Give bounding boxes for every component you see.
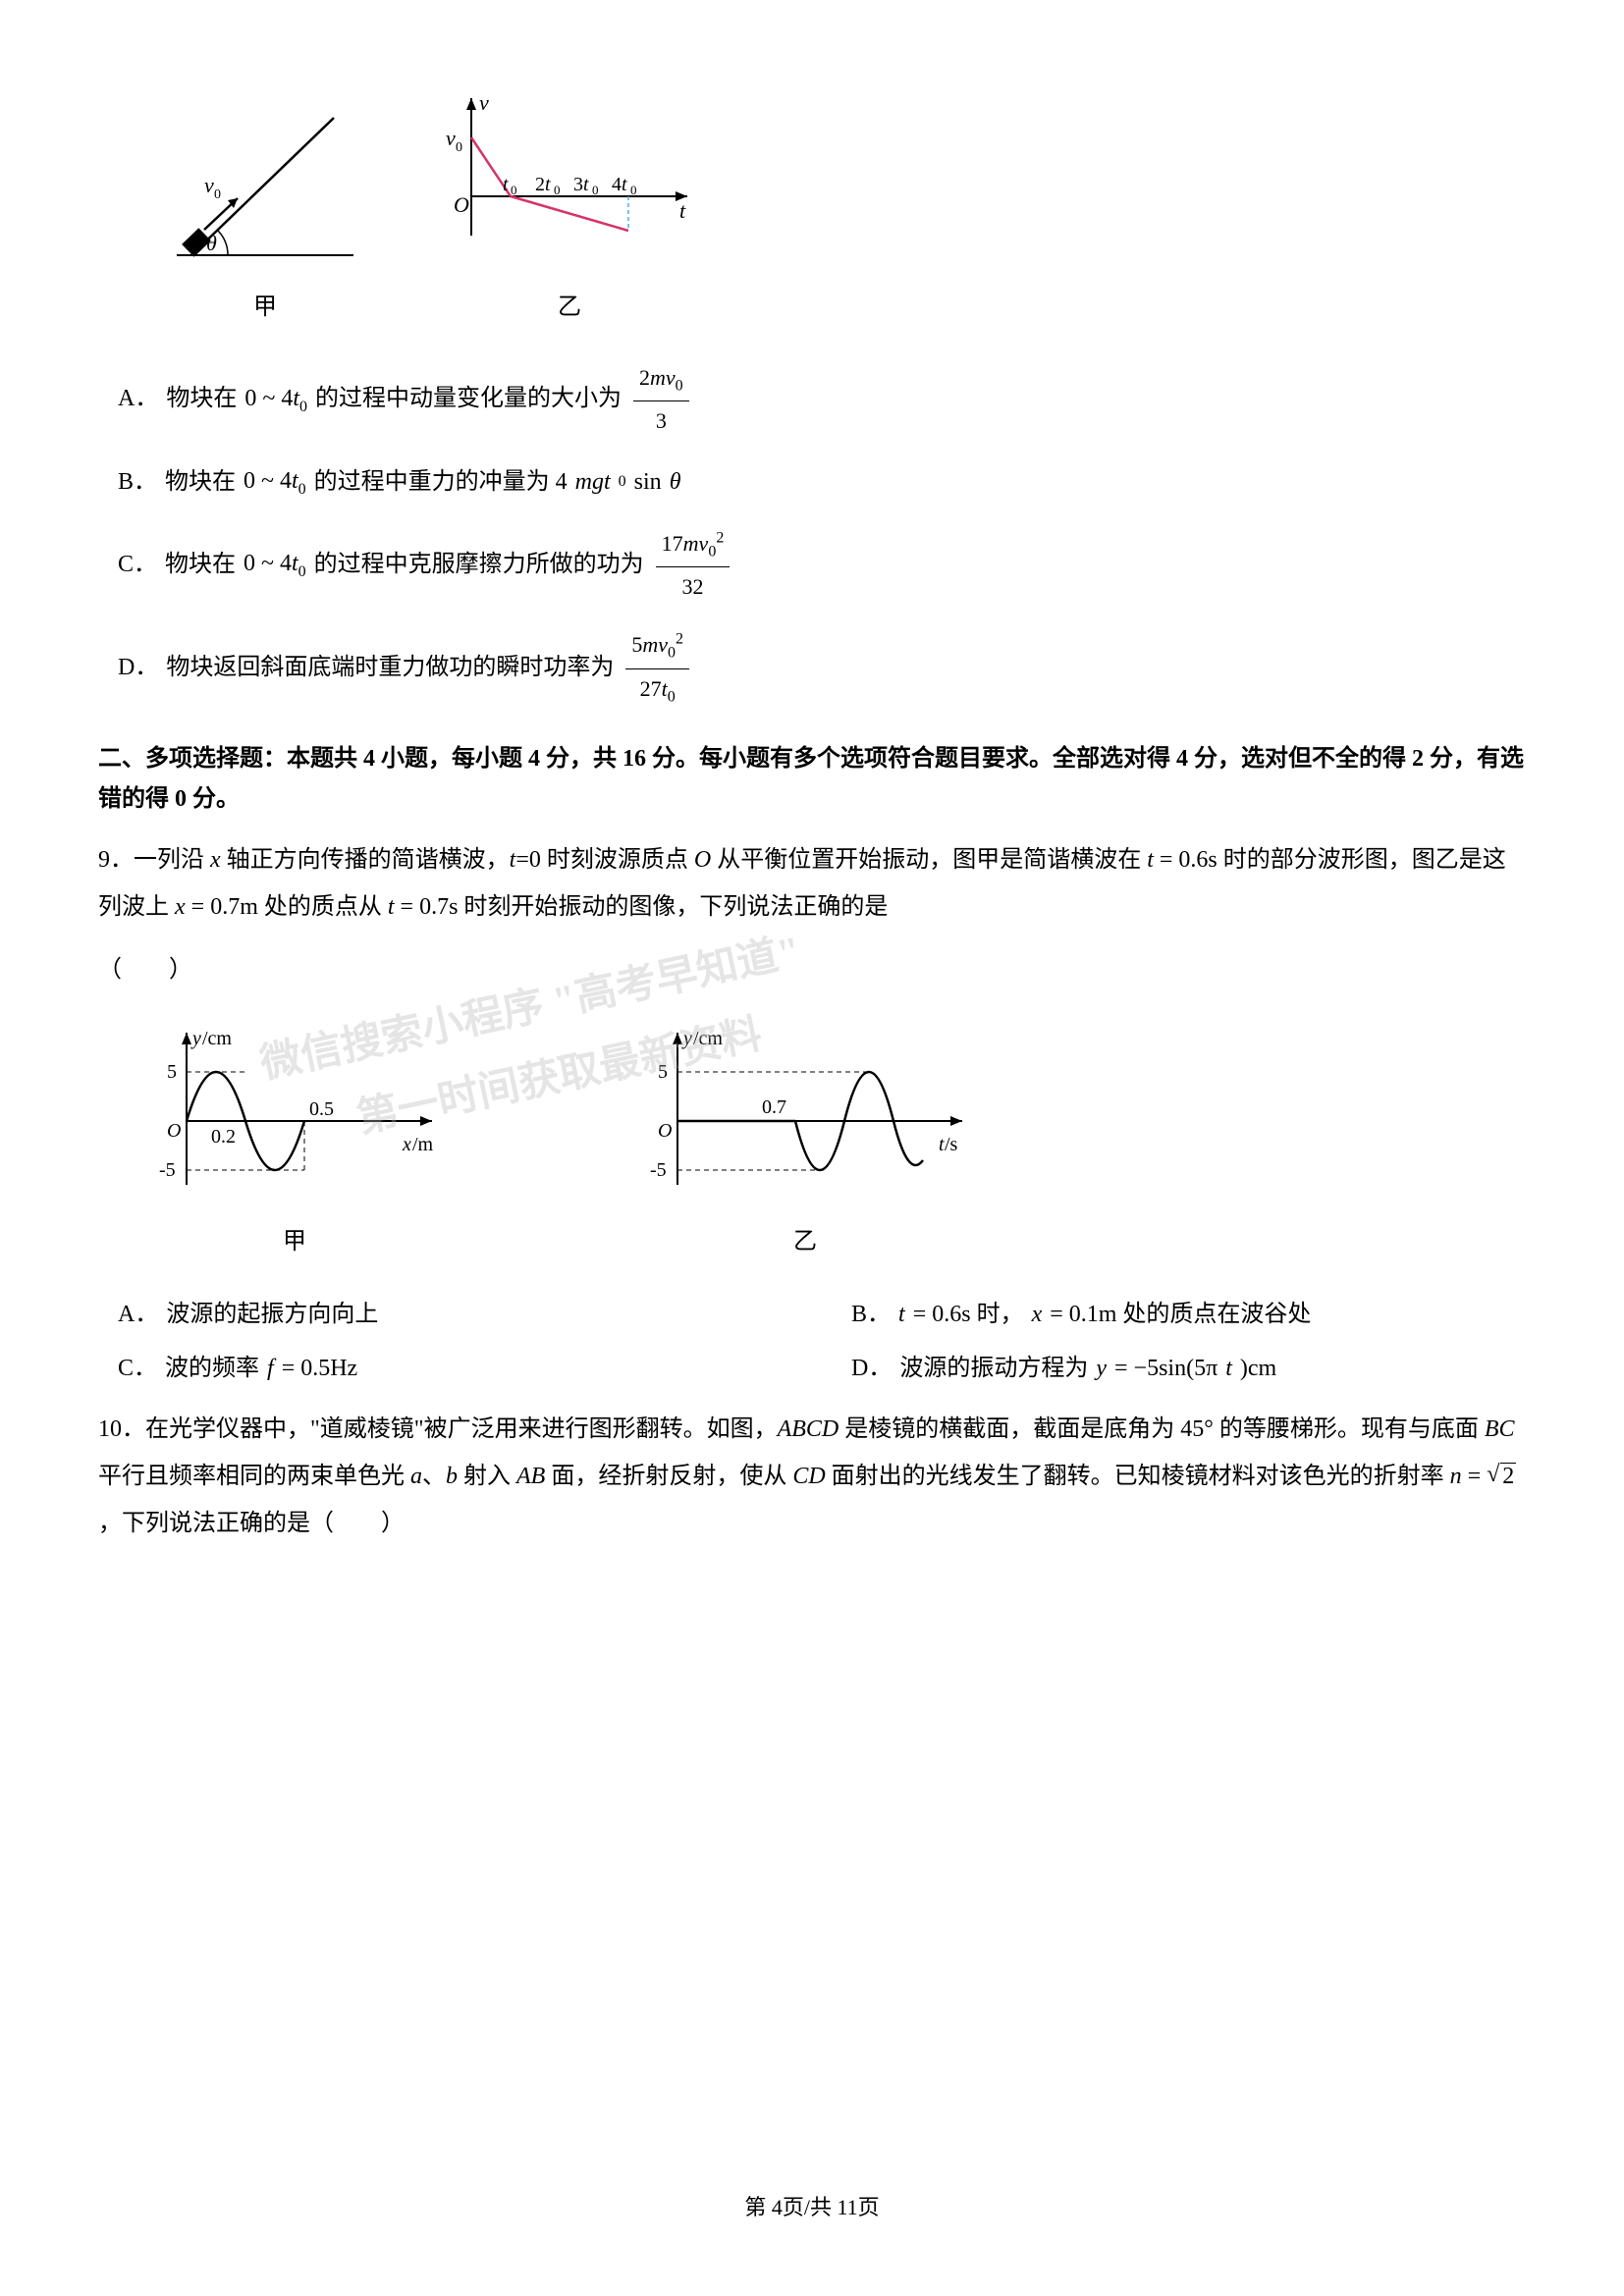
option-prefix: D．: [118, 647, 158, 689]
v0-tick: v: [446, 126, 456, 150]
range: 0 ~ 4t0: [244, 460, 306, 505]
option-text: 物块返回斜面底端时重力做功的瞬时功率为: [166, 647, 614, 689]
q-number: 9．: [98, 847, 134, 873]
y-axis-label: y: [190, 1028, 201, 1049]
oscillation-graph: y /cm t /s O 5 -5 0.7: [628, 1013, 982, 1209]
figure-yi-q9: y /cm t /s O 5 -5 0.7 乙: [628, 1013, 982, 1263]
incline-diagram: v 0 θ: [157, 88, 373, 275]
svg-text:/cm: /cm: [693, 1028, 723, 1049]
svg-text:3t: 3t: [573, 174, 589, 195]
ytick-5: 5: [658, 1061, 668, 1083]
option-text2: 的过程中克服摩擦力所做的功为: [314, 544, 644, 586]
q8-option-a: A． 物块在 0 ~ 4t0 的过程中动量变化量的大小为 2mv0 3: [118, 358, 1526, 441]
q9-figures: y /cm x /m O 5 -5 0.2 0.5 甲 y /cm t /s O: [137, 1013, 1526, 1263]
q9-option-b: B． t = 0.6s 时，x = 0.1m 处的质点在波谷处: [851, 1294, 1526, 1336]
svg-text:/m: /m: [412, 1134, 434, 1155]
svg-text:/cm: /cm: [202, 1028, 232, 1049]
svg-text:0: 0: [554, 183, 561, 197]
t-val: t: [1147, 847, 1154, 873]
option-prefix: C．: [118, 544, 157, 586]
y-axis-label: y: [681, 1028, 692, 1049]
option-prefix: B．: [851, 1294, 891, 1336]
svg-text:4t: 4t: [612, 174, 627, 195]
svg-text:0: 0: [456, 140, 462, 155]
option-text: 物块在: [166, 378, 237, 420]
option-prefix: C．: [118, 1348, 157, 1390]
ytick-neg5: -5: [159, 1159, 176, 1181]
section2-header: 二、多项选择题：本题共 4 小题，每小题 4 分，共 16 分。每小题有多个选项…: [98, 739, 1526, 820]
wave-snapshot: y /cm x /m O 5 -5 0.2 0.5: [137, 1013, 452, 1209]
option-text: 波源的起振方向向上: [166, 1294, 378, 1336]
v-axis-label: v: [479, 90, 489, 115]
fig-label-yi9: 乙: [793, 1221, 817, 1263]
svg-text:t: t: [503, 174, 509, 195]
origin: O: [658, 1120, 672, 1142]
v0-label: v: [204, 173, 214, 197]
range: 0 ~ 4t0: [244, 378, 307, 422]
svg-text:0: 0: [511, 183, 517, 197]
origin: O: [167, 1120, 181, 1142]
option-text: 物块在: [165, 461, 236, 504]
svg-text:0: 0: [592, 183, 599, 197]
page-footer: 第 4页/共 11页: [0, 2188, 1624, 2227]
xtick-02: 0.2: [211, 1126, 236, 1148]
fig-label-yi: 乙: [558, 287, 581, 329]
fraction: 5mv02 27t0: [625, 625, 689, 711]
svg-text:2t: 2t: [535, 174, 551, 195]
option-text2: 的过程中动量变化量的大小为: [315, 378, 622, 420]
x-axis-label: x: [402, 1134, 411, 1155]
q8-option-b: B． 物块在 0 ~ 4t0 的过程中重力的冲量为 4 mgt0 sin θ: [118, 460, 1526, 505]
q8-option-c: C． 物块在 0 ~ 4t0 的过程中克服摩擦力所做的功为 17mv02 32: [118, 524, 1526, 607]
fig-label-jia: 甲: [253, 287, 277, 329]
q9-option-c: C． 波的频率 f = 0.5Hz: [118, 1348, 792, 1390]
svg-text:/s: /s: [945, 1134, 958, 1155]
q9-options-row1: A． 波源的起振方向向上 B． t = 0.6s 时，x = 0.1m 处的质点…: [118, 1294, 1526, 1336]
option-text: 物块在: [165, 544, 236, 586]
option-text2: 的过程中重力的冲量为 4: [314, 461, 568, 504]
option-prefix: A．: [118, 1294, 158, 1336]
formula: mgt: [575, 461, 611, 504]
fraction: 2mv0 3: [633, 358, 689, 441]
figure-jia-q9: y /cm x /m O 5 -5 0.2 0.5 甲: [137, 1013, 452, 1263]
theta-label: θ: [206, 231, 217, 255]
q8-figures: v 0 θ 甲 v t O v 0 t0 2t0 3t0 4t0 乙: [157, 88, 1526, 329]
sqrt-2: 2: [1487, 1453, 1516, 1500]
x-val: x: [175, 894, 186, 920]
vt-graph: v t O v 0 t0 2t0 3t0 4t0: [432, 88, 707, 275]
figure-yi-q8: v t O v 0 t0 2t0 3t0 4t0 乙: [432, 88, 707, 329]
q9-text: 9．一列沿 x 轴正方向传播的简谐横波，t=0 时刻波源质点 O 从平衡位置开始…: [98, 836, 1526, 931]
q9-option-a: A． 波源的起振方向向上: [118, 1294, 792, 1336]
xtick-07: 0.7: [762, 1096, 786, 1118]
q10-text: 10．在光学仪器中，"道威棱镜"被广泛用来进行图形翻转。如图，ABCD 是棱镜的…: [98, 1406, 1526, 1547]
svg-text:0: 0: [214, 187, 221, 202]
option-prefix: D．: [851, 1348, 892, 1390]
q9-options-row2: C． 波的频率 f = 0.5Hz D． 波源的振动方程为 y = −5sin(…: [118, 1348, 1526, 1390]
origin-label: O: [454, 192, 469, 217]
figure-jia-q8: v 0 θ 甲: [157, 88, 373, 329]
q-number: 10．: [98, 1416, 145, 1442]
q8-option-d: D． 物块返回斜面底端时重力做功的瞬时功率为 5mv02 27t0: [118, 625, 1526, 711]
option-prefix: B．: [118, 461, 157, 504]
xtick-05: 0.5: [309, 1098, 334, 1120]
q9-option-d: D． 波源的振动方程为 y = −5sin(5πt)cm: [851, 1348, 1526, 1390]
fraction: 17mv02 32: [656, 524, 731, 607]
ytick-neg5: -5: [650, 1159, 667, 1181]
t-axis-label: t: [679, 198, 686, 223]
fig-label-jia9: 甲: [283, 1221, 306, 1263]
range: 0 ~ 4t0: [244, 543, 306, 587]
q9-paren: （ ）: [98, 946, 1526, 993]
ytick-5: 5: [167, 1061, 177, 1083]
svg-text:0: 0: [630, 183, 637, 197]
option-prefix: A．: [118, 378, 158, 420]
t2-val: t: [388, 894, 395, 920]
